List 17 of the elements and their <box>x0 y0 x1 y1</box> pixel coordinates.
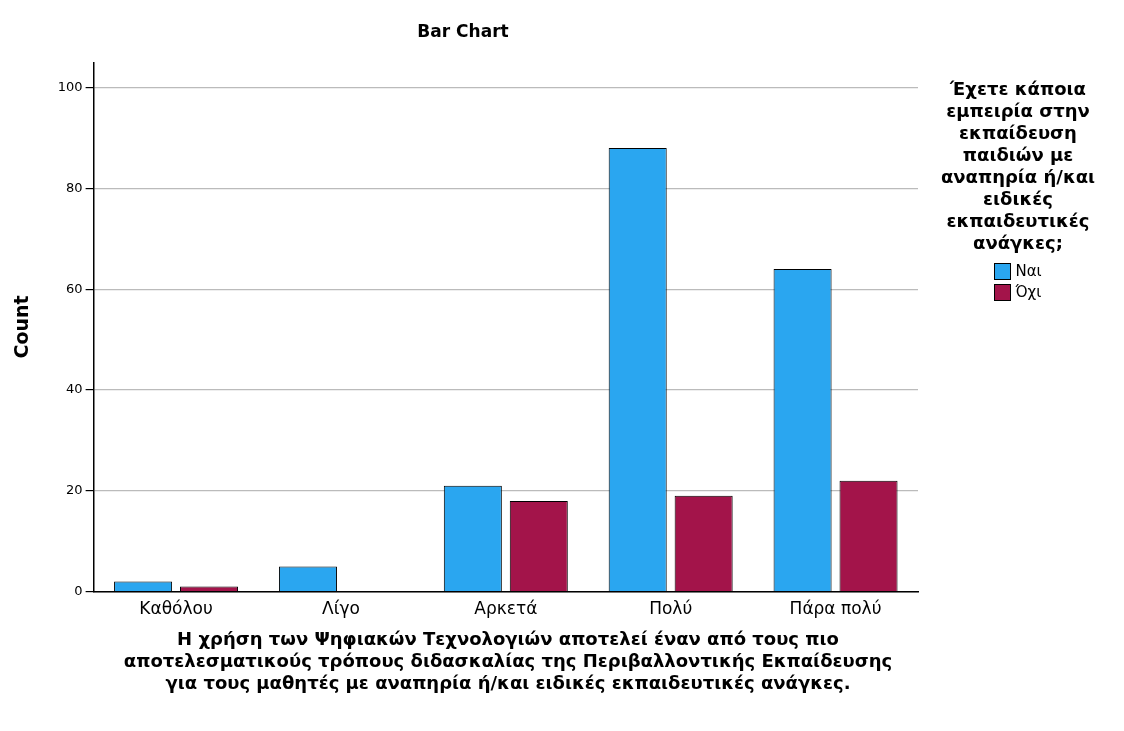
legend-title: Έχετε κάποια εμπειρία στην εκπαίδευση παιδιών με αναπηρία ή/και ειδικές εκπαιδευτικές ανάγκες; <box>939 78 1097 254</box>
x-tick-label: Πολύ <box>649 598 693 619</box>
x-tick-label: Πάρα πολύ <box>789 598 882 619</box>
x-tick-label: Λίγο <box>322 598 360 619</box>
y-axis-title: Count <box>10 295 33 359</box>
y-tick-label: 60 <box>66 280 83 296</box>
chart-title: Bar Chart <box>417 20 509 41</box>
legend-label: Ναι <box>1015 262 1042 280</box>
y-tick-label: 20 <box>66 482 83 498</box>
y-tick-label: 100 <box>57 78 83 94</box>
x-axis-title: Η χρήση των Ψηφιακών Τεχνολογιών αποτελεί έναν από τους πιο αποτελεσματικούς τρόπους διδασκαλίας της Περιβαλλοντικής Εκπαίδευσης για τους μαθητές με αναπηρία ή/και ειδικές εκπαιδευτικές ανάγκες. <box>122 628 894 694</box>
y-tick-label: 40 <box>66 381 83 397</box>
y-tick-label: 0 <box>74 582 83 598</box>
legend-label: Όχι <box>1015 283 1042 301</box>
x-tick-label: Αρκετά <box>474 598 538 619</box>
y-tick-label: 80 <box>66 179 83 195</box>
x-tick-label: Καθόλου <box>139 598 213 619</box>
